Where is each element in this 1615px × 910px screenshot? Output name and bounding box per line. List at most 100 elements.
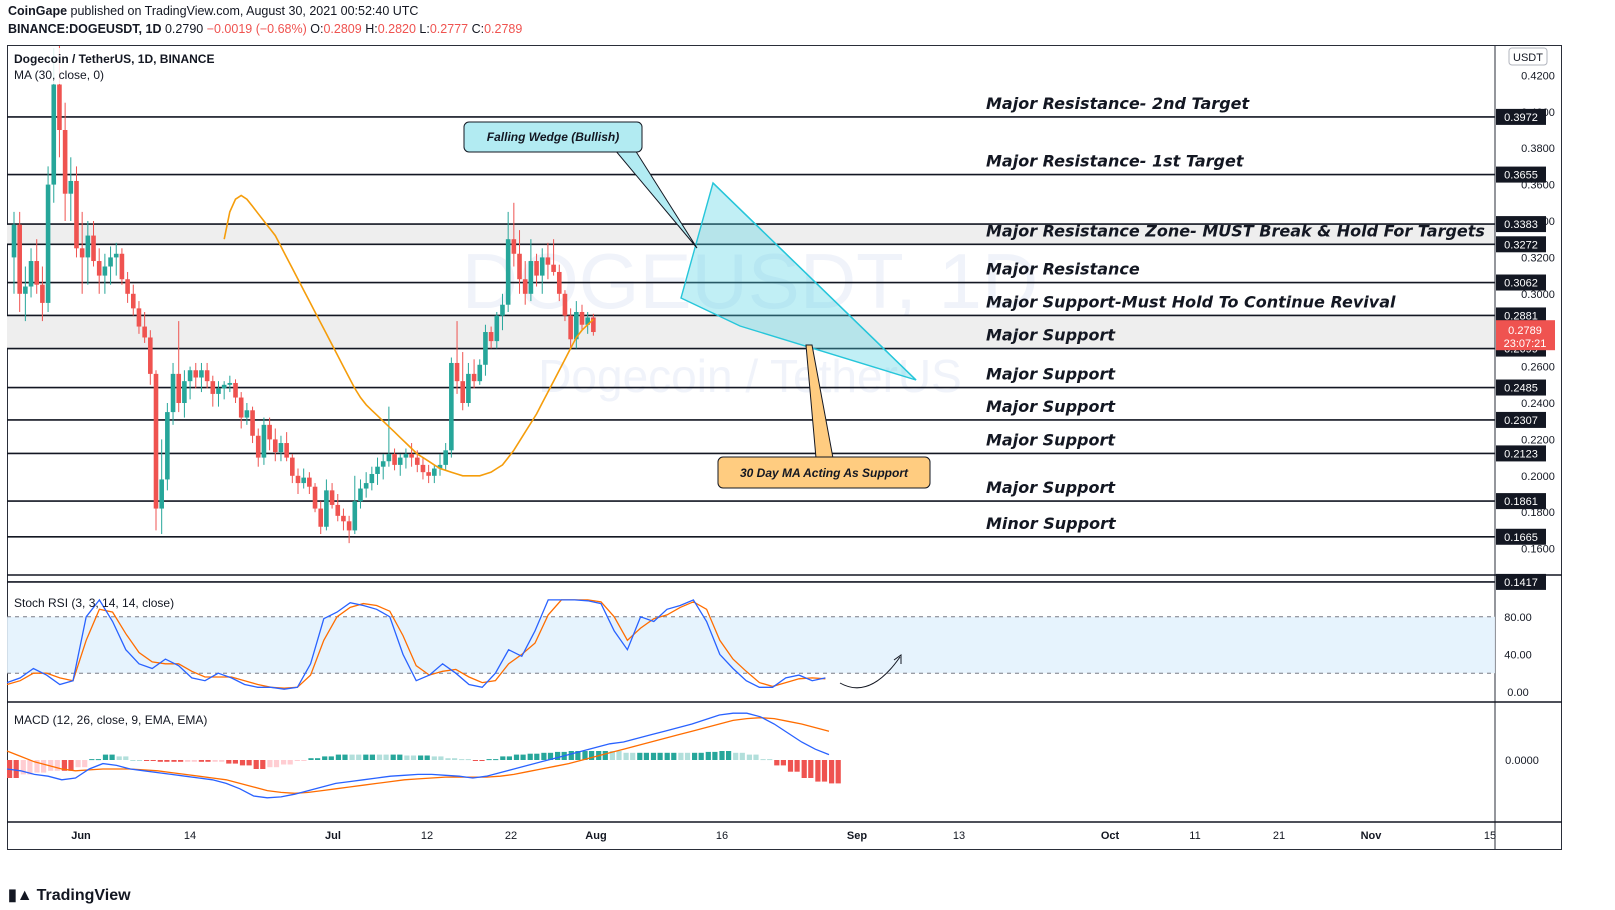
- macd-histogram-bar: [568, 751, 574, 760]
- currency-badge-label: USDT: [1513, 52, 1543, 64]
- macd-histogram-bar: [308, 758, 314, 760]
- macd-histogram-bar: [527, 753, 533, 760]
- macd-histogram-bar: [95, 759, 101, 761]
- macd-histogram-bar: [328, 756, 334, 760]
- candle-body: [210, 381, 216, 394]
- level-label: Major Support: [986, 326, 1116, 345]
- candle-body: [74, 180, 79, 249]
- macd-histogram-bar: [144, 760, 150, 761]
- macd-histogram-bar: [486, 759, 492, 761]
- candle-body: [335, 504, 341, 516]
- macd-histogram-bar: [322, 756, 328, 760]
- macd-histogram-bar: [41, 760, 47, 773]
- level-label: Major Resistance- 1st Target: [986, 152, 1245, 171]
- level-label: Major Support: [986, 365, 1116, 384]
- time-tick: 15: [1484, 830, 1496, 842]
- candle-body: [517, 253, 522, 280]
- macd-histogram-bar: [506, 756, 512, 760]
- time-tick: 21: [1273, 830, 1285, 842]
- candle-body: [102, 266, 108, 276]
- price-tag: [1496, 108, 1546, 125]
- macd-histogram-bar: [376, 754, 383, 760]
- macd-histogram-bar: [294, 760, 300, 761]
- candle-body: [255, 435, 261, 458]
- candle-body: [375, 466, 380, 474]
- macd-histogram-bar: [68, 760, 74, 771]
- candle-body: [403, 453, 409, 458]
- price-tick: 0.3200: [1521, 252, 1555, 264]
- macd-histogram-bar: [767, 759, 773, 761]
- macd-signal-line: [6, 717, 830, 794]
- candle-body: [34, 261, 40, 285]
- candle-body: [295, 475, 301, 484]
- macd-histogram-bar: [520, 754, 526, 760]
- macd-histogram-bar: [260, 760, 266, 769]
- macd-histogram-bar: [459, 759, 465, 761]
- candle-body: [227, 382, 233, 385]
- macd-histogram-bar: [472, 760, 478, 761]
- watermark-name: Dogecoin / TetherUS: [538, 350, 962, 402]
- macd-histogram-bar: [123, 756, 129, 760]
- time-axis[interactable]: Jun 14 Jul 12 22 Aug 16 Sep 13 Oct 11 21 Nov 15: [71, 830, 1496, 842]
- level-label: Major Support: [986, 430, 1116, 449]
- candle-body: [159, 479, 164, 509]
- macd-histogram-bar: [746, 754, 752, 760]
- macd-pane: MACD (12, 26, close, 9, EMA, EMA) 0.0000: [6, 712, 1562, 823]
- candle-body: [28, 261, 34, 287]
- level-label: Major Resistance- 2nd Target: [986, 94, 1251, 113]
- candle-body: [386, 453, 392, 462]
- brand-label: TradingView: [36, 887, 131, 904]
- candle-body: [477, 364, 483, 382]
- candle-body: [426, 472, 431, 476]
- candle-body: [312, 486, 318, 509]
- tradingview-footer[interactable]: ▮▲ TradingView: [8, 885, 131, 905]
- price-axis[interactable]: 0.42000.40000.38000.36000.34000.32000.30…: [7, 46, 1562, 850]
- macd-histogram-bar: [363, 754, 369, 760]
- macd-histogram-bar: [493, 759, 499, 761]
- macd-histogram-bar: [582, 751, 588, 760]
- macd-histogram-bar: [130, 760, 136, 761]
- price-tag: [1496, 493, 1546, 510]
- candle-body: [500, 304, 505, 316]
- current-price-label: 0.2789: [1508, 325, 1542, 337]
- legend-ma: MA (30, close, 0): [14, 68, 104, 82]
- candle-body: [307, 477, 312, 487]
- low-value: 0.2777: [429, 22, 469, 36]
- time-tick: Oct: [1101, 830, 1120, 842]
- candle-body: [187, 370, 193, 382]
- candle-body: [562, 293, 568, 316]
- macd-histogram-bar: [150, 760, 156, 761]
- candle-body: [130, 293, 136, 309]
- candle-body: [380, 461, 386, 467]
- countdown-label: 23:07:21: [1504, 338, 1547, 350]
- publisher-name[interactable]: CoinGape: [8, 4, 68, 18]
- price-change: −0.0019 (−0.68%): [206, 22, 307, 36]
- resistance-zone: [7, 224, 1495, 245]
- macd-histogram-bar: [760, 759, 766, 761]
- time-tick: Nov: [1361, 830, 1383, 842]
- candle-body: [494, 315, 500, 342]
- candle-body: [238, 397, 244, 418]
- candle-body: [318, 508, 324, 527]
- support-zone: [7, 315, 1495, 349]
- macd-histogram-bar: [479, 760, 485, 761]
- candle-body: [91, 235, 96, 262]
- macd-histogram-bar: [390, 754, 396, 760]
- macd-histogram-bar: [534, 753, 540, 760]
- candle-body: [165, 412, 170, 480]
- macd-histogram-bar: [698, 752, 704, 760]
- candle-body: [57, 84, 62, 130]
- macd-histogram-bar: [205, 760, 211, 762]
- last-price: 0.2790: [164, 22, 204, 36]
- price-tag: [1496, 411, 1546, 428]
- legend-title: Dogecoin / TetherUS, 1D, BINANCE: [14, 52, 214, 66]
- price-tick: 0.3000: [1521, 289, 1555, 301]
- candle-body: [488, 332, 494, 342]
- macd-histogram-bar: [232, 760, 238, 764]
- price-tick: 0.1800: [1521, 507, 1555, 519]
- candle-body: [40, 284, 45, 303]
- macd-histogram-bar: [34, 760, 40, 773]
- macd-histogram-bar: [602, 751, 608, 760]
- candle-body: [170, 373, 176, 413]
